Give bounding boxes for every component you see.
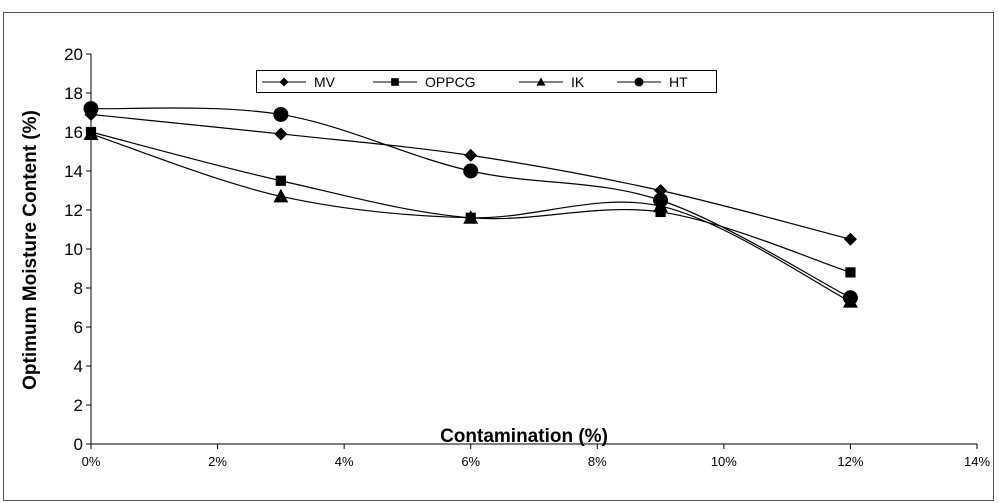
x-tick-label: 10% xyxy=(711,454,737,469)
y-tick-label: 0 xyxy=(74,435,83,454)
data-point-ik xyxy=(463,210,479,224)
legend-label: MV xyxy=(314,74,336,90)
data-point-oppcg xyxy=(275,175,286,186)
data-point-mv xyxy=(274,127,288,141)
x-tick-label: 6% xyxy=(461,454,480,469)
y-tick-label: 8 xyxy=(74,279,83,298)
data-point-ht xyxy=(83,101,99,117)
x-tick-label: 0% xyxy=(82,454,101,469)
x-tick-label: 14% xyxy=(964,454,990,469)
data-point-mv xyxy=(464,148,478,162)
y-tick-label: 10 xyxy=(64,240,83,259)
series-group xyxy=(83,101,858,308)
y-tick-label: 12 xyxy=(64,201,83,220)
x-tick-label: 4% xyxy=(335,454,354,469)
legend-box xyxy=(256,70,717,93)
y-axis-title: Optimum Moisture Content (%) xyxy=(20,110,41,390)
data-point-ht xyxy=(842,290,858,306)
x-axis-title: Contamination (%) xyxy=(440,426,608,447)
x-tick-label: 8% xyxy=(588,454,607,469)
legend-item-ik: IK xyxy=(519,74,585,90)
legend-marker-ik xyxy=(536,77,546,86)
data-point-ht xyxy=(653,192,669,208)
data-point-ht xyxy=(463,163,479,179)
legend-item-mv: MV xyxy=(262,74,336,90)
x-tick-label: 12% xyxy=(837,454,863,469)
chart-frame xyxy=(3,12,994,501)
y-tick-label: 16 xyxy=(64,123,83,142)
data-point-ht xyxy=(273,106,289,122)
series-ik xyxy=(83,126,858,308)
axes: 0 2 4 6 8 10 12 14 16 18 20 0% 2% 4% 6% 8% 10% 12% 14% xyxy=(64,45,990,469)
legend-label: IK xyxy=(571,74,585,90)
y-tick-label: 4 xyxy=(74,357,83,376)
data-point-oppcg xyxy=(845,267,856,278)
legend-item-oppcg: OPPCG xyxy=(373,74,476,90)
data-point-ik xyxy=(83,126,99,140)
data-point-mv xyxy=(843,232,857,246)
legend-marker-oppcg xyxy=(391,78,399,86)
y-tick-label: 6 xyxy=(74,318,83,337)
legend: MV OPPCG IK HT xyxy=(256,70,717,93)
legend-label: HT xyxy=(669,74,688,90)
x-tick-label: 2% xyxy=(208,454,227,469)
data-point-ik xyxy=(273,188,289,203)
legend-label: OPPCG xyxy=(425,74,476,90)
y-tick-label: 14 xyxy=(64,162,83,181)
y-tick-label: 18 xyxy=(64,84,83,103)
y-tick-label: 20 xyxy=(64,45,83,64)
legend-marker-ht xyxy=(634,77,644,87)
y-tick-label: 2 xyxy=(74,396,83,415)
legend-marker-mv xyxy=(279,77,289,87)
legend-item-ht: HT xyxy=(617,74,688,90)
series-ht xyxy=(83,101,858,306)
